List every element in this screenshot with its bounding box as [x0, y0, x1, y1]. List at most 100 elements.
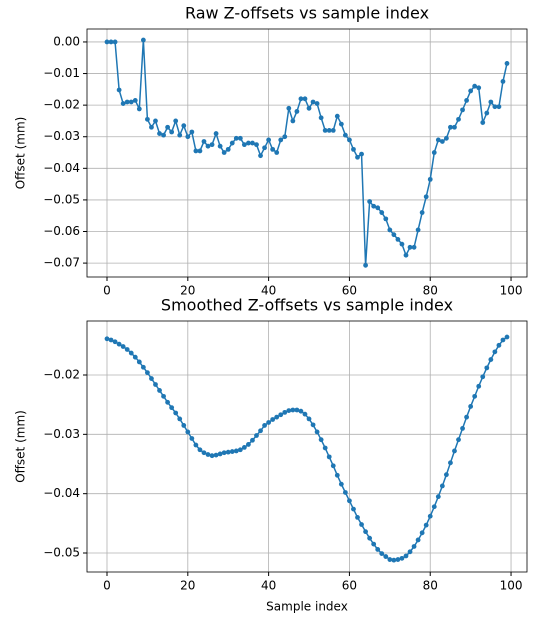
data-point — [246, 442, 251, 447]
data-point — [342, 132, 348, 138]
data-point — [104, 336, 110, 342]
data-point — [254, 433, 259, 438]
data-point — [338, 121, 344, 127]
data-point — [419, 210, 425, 215]
x-tick-label: 60 — [342, 579, 357, 593]
data-point — [480, 120, 486, 125]
data-point — [330, 463, 336, 469]
data-point — [399, 555, 405, 561]
x-tick-label: 20 — [180, 284, 195, 298]
data-point — [258, 153, 263, 159]
data-point — [112, 339, 118, 345]
y-tick-label: −0.02 — [43, 98, 80, 112]
data-point — [403, 252, 409, 258]
data-point — [443, 472, 449, 478]
data-point — [124, 347, 130, 352]
data-point — [367, 199, 373, 204]
data-point — [140, 37, 146, 43]
x-axis-label: Sample index — [266, 600, 348, 614]
x-tick-label: 0 — [103, 284, 111, 298]
data-point — [120, 344, 126, 349]
data-point — [201, 139, 207, 144]
data-point — [367, 535, 373, 541]
data-point — [136, 359, 142, 365]
data-point — [128, 350, 134, 356]
data-point — [124, 99, 130, 105]
data-point — [145, 116, 150, 122]
x-tick-label: 100 — [500, 579, 523, 593]
data-point — [169, 129, 175, 135]
data-point — [419, 530, 425, 536]
data-point — [290, 407, 296, 413]
data-point — [306, 416, 312, 422]
data-point — [351, 146, 356, 152]
data-point — [274, 150, 280, 155]
data-point — [233, 135, 239, 141]
data-point — [149, 376, 154, 381]
y-tick-label: −0.03 — [43, 427, 80, 441]
data-point — [387, 227, 393, 233]
data-point — [209, 453, 215, 459]
data-point — [415, 537, 421, 543]
data-point — [132, 97, 138, 103]
data-point — [197, 148, 203, 154]
data-point — [254, 142, 259, 148]
data-point — [407, 244, 413, 250]
data-point — [464, 97, 469, 103]
data-point — [294, 109, 300, 114]
data-point — [225, 146, 231, 152]
data-point — [286, 105, 292, 111]
data-point — [157, 131, 162, 136]
data-point — [431, 504, 437, 510]
data-point — [266, 420, 272, 425]
data-point — [282, 409, 288, 415]
data-point — [371, 541, 377, 547]
data-point — [201, 450, 207, 456]
data-point — [250, 140, 255, 146]
data-point — [274, 414, 280, 420]
data-point — [213, 452, 219, 458]
data-point — [177, 132, 183, 138]
data-point — [112, 39, 118, 45]
data-point — [181, 423, 187, 428]
y-tick-label: −0.07 — [43, 256, 80, 270]
y-tick-label: −0.05 — [43, 192, 80, 206]
y-tick-label: −0.03 — [43, 129, 80, 143]
x-tick-label: 80 — [423, 579, 438, 593]
data-point — [225, 449, 231, 455]
data-point — [375, 547, 381, 552]
data-point — [237, 447, 243, 453]
data-point — [351, 506, 356, 512]
data-point — [391, 557, 397, 563]
data-point — [355, 515, 360, 520]
data-point — [403, 553, 409, 559]
data-point — [411, 544, 417, 549]
data-point — [504, 61, 510, 66]
data-point — [189, 436, 195, 441]
data-point — [132, 354, 138, 360]
data-point — [383, 216, 389, 222]
data-point — [334, 113, 340, 119]
data-point — [379, 210, 385, 215]
data-point — [318, 115, 324, 121]
data-point — [136, 106, 142, 112]
data-point — [310, 99, 316, 105]
data-point — [488, 99, 494, 105]
data-point — [338, 481, 344, 487]
data-point — [169, 405, 175, 411]
data-point — [310, 422, 316, 428]
data-point — [435, 137, 441, 143]
x-tick-label: 20 — [180, 579, 195, 593]
data-point — [298, 408, 304, 414]
data-point — [306, 105, 312, 111]
data-line — [106, 336, 508, 561]
data-point — [375, 205, 381, 211]
data-point — [302, 411, 308, 417]
data-point — [241, 444, 247, 450]
x-tick-label: 60 — [342, 284, 357, 298]
data-point — [250, 437, 255, 443]
data-point — [423, 194, 429, 200]
data-point — [193, 442, 199, 448]
data-point — [229, 140, 235, 146]
data-point — [181, 123, 187, 129]
